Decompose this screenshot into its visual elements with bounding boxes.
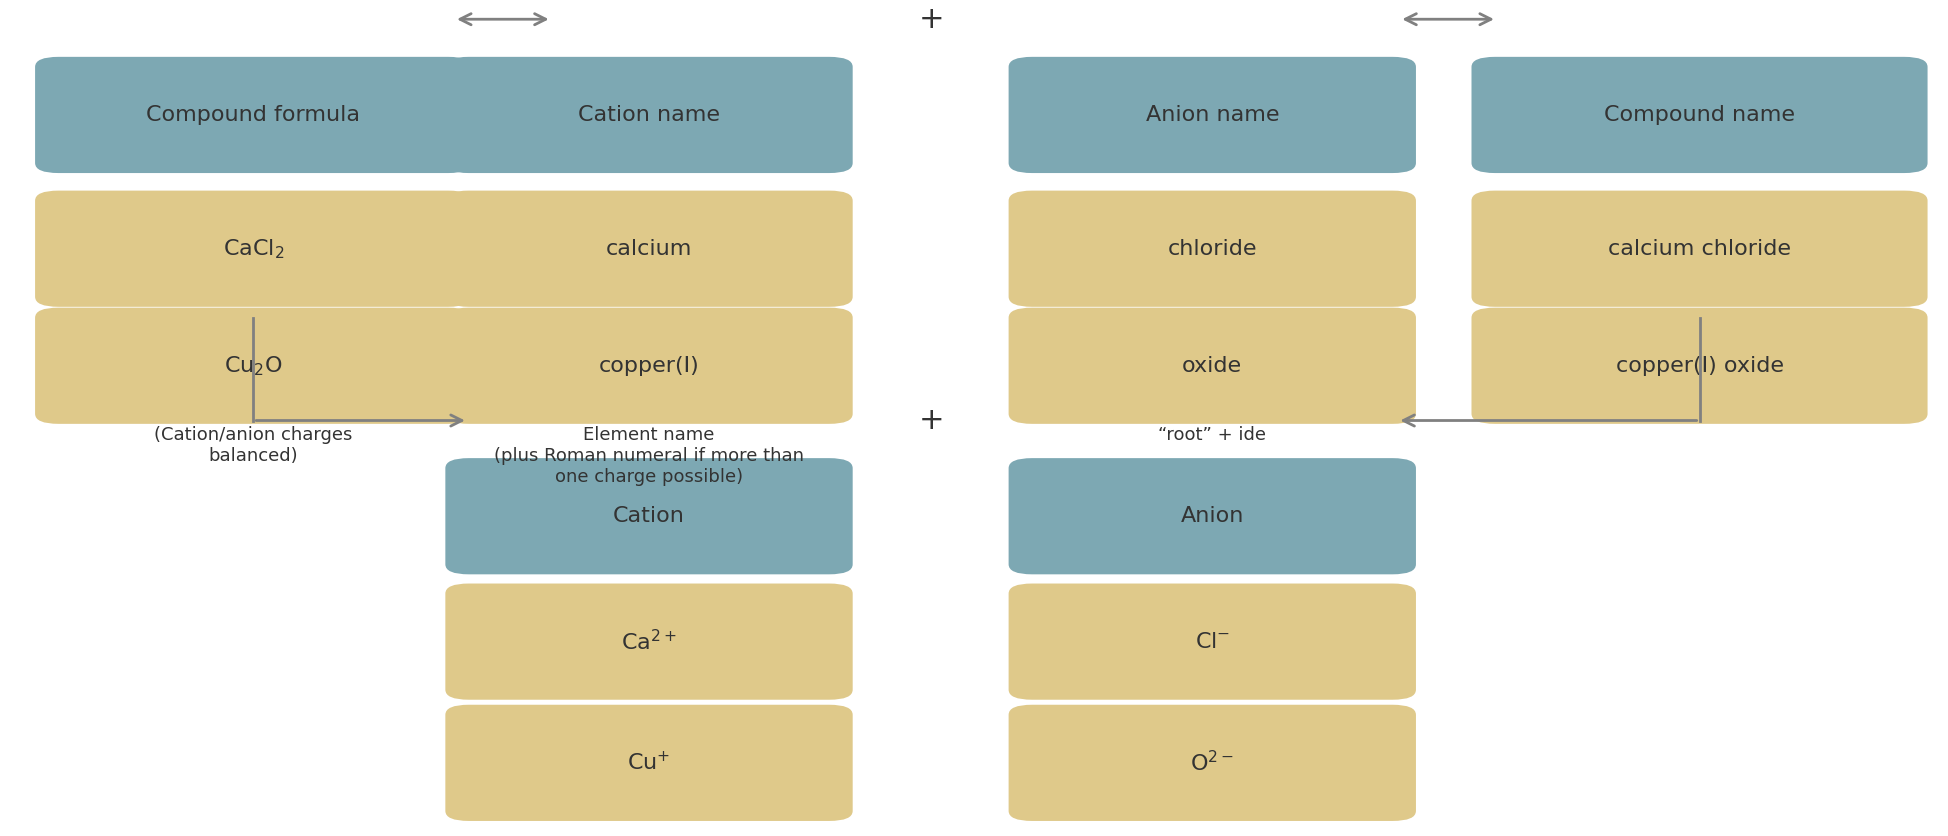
FancyBboxPatch shape (446, 57, 853, 173)
Text: +: + (918, 406, 945, 435)
FancyBboxPatch shape (446, 308, 853, 424)
Text: calcium chloride: calcium chloride (1607, 239, 1790, 258)
FancyBboxPatch shape (35, 57, 471, 173)
FancyBboxPatch shape (446, 191, 853, 307)
FancyBboxPatch shape (1471, 57, 1927, 173)
Text: Anion name: Anion name (1145, 105, 1278, 125)
Text: +: + (918, 5, 945, 33)
Text: (Cation/anion charges
balanced): (Cation/anion charges balanced) (154, 426, 353, 465)
Text: Cu$_2$O: Cu$_2$O (224, 354, 282, 378)
FancyBboxPatch shape (1009, 705, 1414, 821)
Text: Compound formula: Compound formula (146, 105, 360, 125)
FancyBboxPatch shape (1471, 308, 1927, 424)
Text: CaCl$_2$: CaCl$_2$ (222, 237, 284, 261)
FancyBboxPatch shape (446, 584, 853, 700)
FancyBboxPatch shape (446, 705, 853, 821)
Text: Anion: Anion (1180, 507, 1243, 526)
FancyBboxPatch shape (35, 191, 471, 307)
FancyBboxPatch shape (35, 308, 471, 424)
Text: Cu$^{+}$: Cu$^{+}$ (627, 752, 670, 774)
Text: O$^{2-}$: O$^{2-}$ (1190, 750, 1233, 776)
Text: Cation name: Cation name (579, 105, 719, 125)
FancyBboxPatch shape (1009, 191, 1414, 307)
FancyBboxPatch shape (446, 458, 853, 574)
Text: oxide: oxide (1182, 356, 1241, 375)
Text: Cl$^{-}$: Cl$^{-}$ (1194, 632, 1229, 651)
Text: chloride: chloride (1167, 239, 1256, 258)
FancyBboxPatch shape (1009, 308, 1414, 424)
Text: copper(I): copper(I) (598, 356, 699, 375)
Text: Ca$^{2+}$: Ca$^{2+}$ (621, 629, 676, 655)
Text: Element name
(plus Roman numeral if more than
one charge possible): Element name (plus Roman numeral if more… (493, 426, 805, 486)
FancyBboxPatch shape (1009, 458, 1414, 574)
Text: “root” + ide: “root” + ide (1157, 426, 1266, 445)
Text: calcium: calcium (606, 239, 692, 258)
FancyBboxPatch shape (1471, 191, 1927, 307)
FancyBboxPatch shape (1009, 57, 1414, 173)
Text: Compound name: Compound name (1603, 105, 1794, 125)
FancyBboxPatch shape (1009, 584, 1414, 700)
Text: copper(I) oxide: copper(I) oxide (1615, 356, 1782, 375)
Text: Cation: Cation (614, 507, 684, 526)
